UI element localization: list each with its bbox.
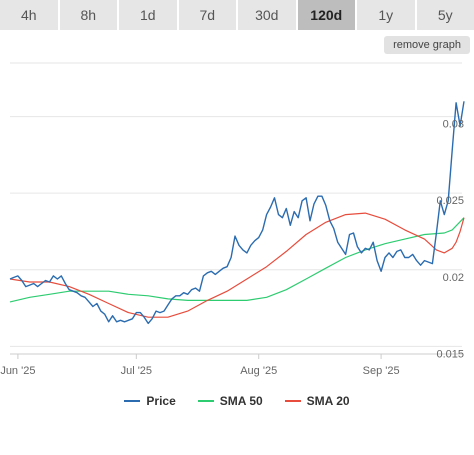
legend-item-sma-50[interactable]: SMA 50	[197, 394, 263, 408]
legend-item-price[interactable]: Price	[124, 394, 176, 408]
series-lines	[9, 101, 465, 325]
time-range-tabs: 4h 8h 1d 7d 30d 120d 1y 5y	[0, 0, 474, 30]
legend-swatch-price	[124, 400, 141, 402]
y-axis-labels: 0.015 0.02 0.025 0.03	[436, 119, 464, 361]
tab-1d[interactable]: 1d	[119, 0, 177, 30]
series-line-sma-50	[9, 217, 465, 303]
tab-30d[interactable]: 30d	[238, 0, 296, 30]
legend-label-price: Price	[146, 394, 176, 408]
legend-swatch-sma-20	[284, 400, 301, 402]
legend-label-sma-50: SMA 50	[219, 394, 263, 408]
y-grid	[10, 62, 462, 347]
remove-graph-button[interactable]: remove graph	[384, 36, 470, 54]
x-axis-ticks: Jun '25 Jul '25 Aug '25 Sep '25	[0, 354, 400, 377]
tab-1y[interactable]: 1y	[357, 0, 415, 30]
tab-4h[interactable]: 4h	[0, 0, 58, 30]
y-tick-label: 0.03	[443, 119, 464, 131]
x-tick-label: Aug '25	[240, 365, 277, 377]
tab-120d[interactable]: 120d	[297, 0, 355, 30]
tab-7d[interactable]: 7d	[178, 0, 236, 30]
legend-swatch-sma-50	[197, 400, 214, 402]
y-tick-label: 0.015	[436, 348, 464, 360]
legend-item-sma-20[interactable]: SMA 20	[284, 394, 350, 408]
tab-5y[interactable]: 5y	[416, 0, 474, 30]
y-tick-label: 0.025	[436, 195, 464, 207]
tab-8h[interactable]: 8h	[59, 0, 117, 30]
series-line-price	[9, 101, 465, 325]
x-tick-label: Sep '25	[363, 365, 400, 377]
x-tick-label: Jun '25	[0, 365, 35, 377]
legend-label-sma-20: SMA 20	[306, 394, 350, 408]
chart-legend: Price SMA 50 SMA 20	[0, 391, 474, 411]
x-tick-label: Jul '25	[121, 365, 152, 377]
series-line-sma-20	[9, 212, 465, 318]
y-tick-label: 0.02	[443, 272, 464, 284]
